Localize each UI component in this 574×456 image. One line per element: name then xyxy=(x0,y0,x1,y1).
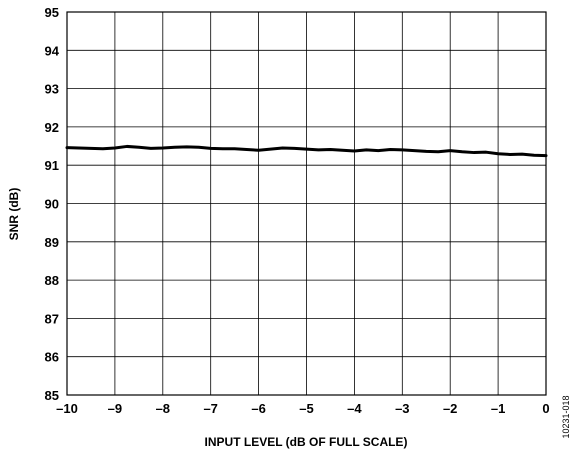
x-tick-label: –5 xyxy=(299,401,313,416)
y-axis-tick-labels: 85 86 87 88 89 90 91 92 93 94 95 xyxy=(45,5,60,403)
x-axis-label: INPUT LEVEL (dB OF FULL SCALE) xyxy=(205,435,408,449)
x-tick-label: –6 xyxy=(251,401,265,416)
y-tick-label: 95 xyxy=(45,5,59,20)
x-axis-tick-labels: –10 –9 –8 –7 –6 –5 –4 –3 –2 –1 0 xyxy=(56,401,549,416)
y-tick-label: 94 xyxy=(45,43,60,58)
y-tick-label: 85 xyxy=(45,388,59,403)
grid xyxy=(67,12,546,395)
x-tick-label: –4 xyxy=(347,401,362,416)
y-tick-label: 91 xyxy=(45,158,59,173)
y-tick-label: 88 xyxy=(45,273,59,288)
snr-series-line xyxy=(65,144,548,158)
plot-frame xyxy=(66,11,547,396)
y-tick-label: 92 xyxy=(45,120,59,135)
x-tick-label: –1 xyxy=(491,401,505,416)
figure-id: 10231-018 xyxy=(561,395,571,438)
y-tick-label: 93 xyxy=(45,82,59,97)
y-axis-label: SNR (dB) xyxy=(7,188,21,241)
y-tick-label: 86 xyxy=(45,350,59,365)
y-tick-label: 87 xyxy=(45,311,59,326)
y-tick-label: 89 xyxy=(45,235,59,250)
x-tick-label: –2 xyxy=(443,401,457,416)
x-tick-label: –10 xyxy=(56,401,78,416)
x-tick-label: –7 xyxy=(203,401,217,416)
x-tick-label: –8 xyxy=(156,401,170,416)
x-tick-label: 0 xyxy=(542,401,549,416)
x-tick-label: –3 xyxy=(395,401,409,416)
x-tick-label: –9 xyxy=(108,401,122,416)
y-tick-label: 90 xyxy=(45,197,59,212)
